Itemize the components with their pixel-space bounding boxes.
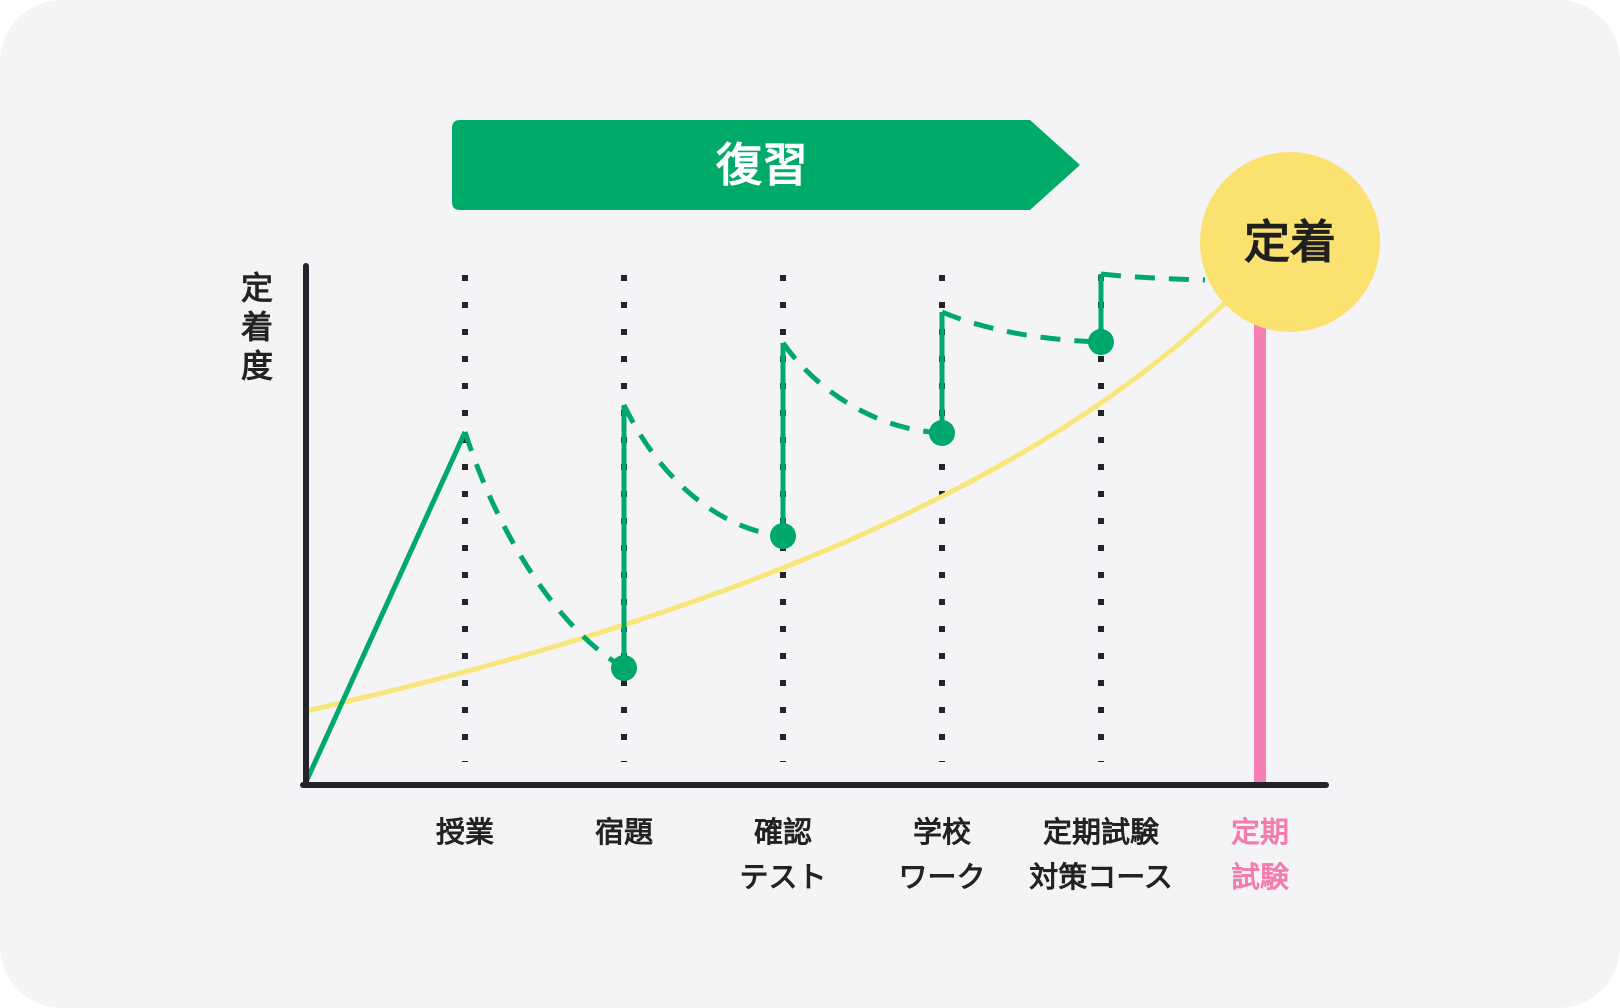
retention-goal: 定着 [1200,152,1380,332]
y-axis-label-char: 着 [240,308,273,346]
forgetting-curve [780,341,943,436]
stage-label-highlight: 定期 [1231,815,1289,849]
forgetting-curve [621,403,784,539]
stage-label: 確認 [754,815,812,849]
review-banner-arrow [452,120,1080,210]
stage-label: 対策コース [1029,860,1173,894]
y-axis-label: 定 着 度 [240,269,273,385]
goal-label: 定着 [1244,215,1336,269]
review-banner: 復習 [452,120,1080,210]
stage-label: ワーク [898,860,985,894]
retention-point [929,420,955,446]
retention-trend-curve [305,298,1230,714]
axes [300,263,1329,788]
stage-label-highlight: 試験 [1231,860,1290,894]
stage-label: テスト [739,860,826,894]
retention-point [611,655,637,681]
retention-point [1088,329,1114,355]
forgetting-curve [462,431,626,671]
stage-label: 授業 [436,815,494,849]
goal-circle [1200,152,1380,332]
learning-rise [303,430,468,784]
stage-label: 定期試験 [1043,815,1160,849]
forgetting-curve [1100,271,1206,283]
review-banner-label: 復習 [715,138,808,192]
stage-label: 学校 [913,815,971,849]
y-axis-label-char: 定 [241,269,273,307]
retention-point [770,523,796,549]
stage-label: 宿題 [595,815,654,849]
forgetting-curve [941,309,1102,345]
stage-labels: 授業 宿題 確認 テスト 学校 ワーク 定期試験 対策コース 定期 試験 [436,815,1290,894]
retention-line [303,271,1206,784]
y-axis-label-char: 度 [241,347,273,385]
